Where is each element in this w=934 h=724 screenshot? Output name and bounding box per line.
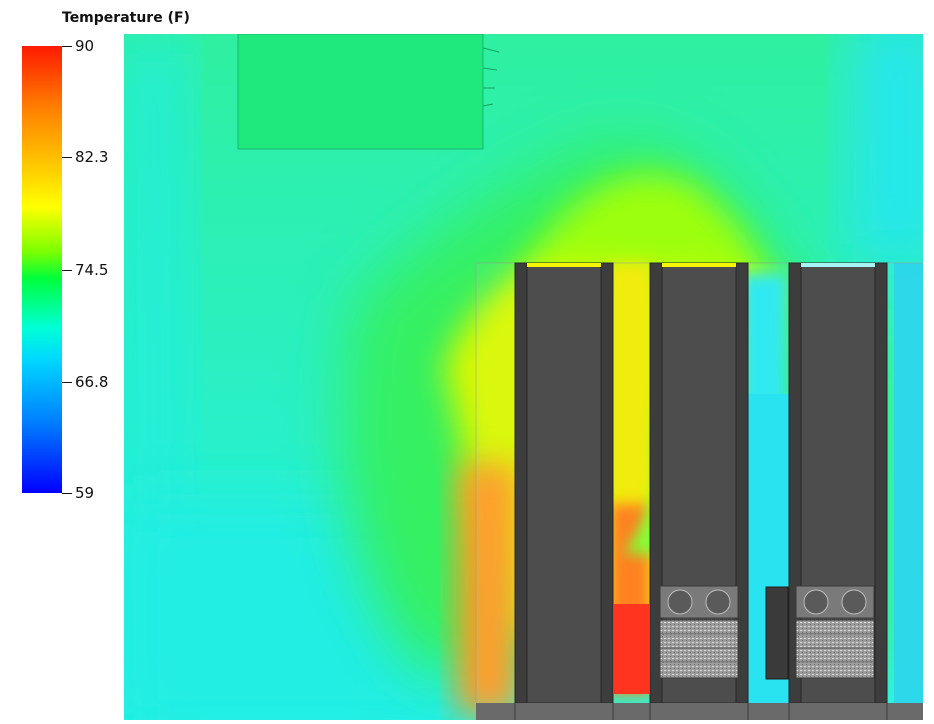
colorbar-tick-74 (62, 270, 72, 271)
colorbar-tick-59 (62, 493, 72, 494)
cold-aisle-right (894, 263, 923, 703)
colorbar-tick-90 (62, 46, 72, 47)
legend-title: Temperature (F) (62, 10, 190, 26)
temperature-colorbar (22, 46, 62, 493)
colorbar-tick-66 (62, 382, 72, 383)
colorbar-label-3: 74.5 (75, 261, 109, 279)
hottest-spot (614, 604, 649, 694)
raised-floor-base (476, 703, 923, 720)
cool-top-right (854, 34, 923, 264)
side-panel-block (765, 586, 789, 680)
network-switch-1 (659, 585, 739, 679)
network-switch-2 (795, 585, 875, 679)
cfd-temperature-map (124, 34, 923, 720)
airflow-vectors (482, 47, 500, 107)
temperature-field-plot (124, 34, 923, 720)
colorbar-label-max: 90 (75, 37, 95, 55)
crac-unit (237, 34, 484, 150)
colorbar-label-min: 59 (75, 484, 95, 502)
colorbar-label-2: 82.3 (75, 148, 109, 166)
hot-orange-spot (458, 464, 518, 714)
colorbar-label-4: 66.8 (75, 373, 109, 391)
server-rack-1 (514, 262, 614, 704)
colorbar-tick-82 (62, 157, 72, 158)
